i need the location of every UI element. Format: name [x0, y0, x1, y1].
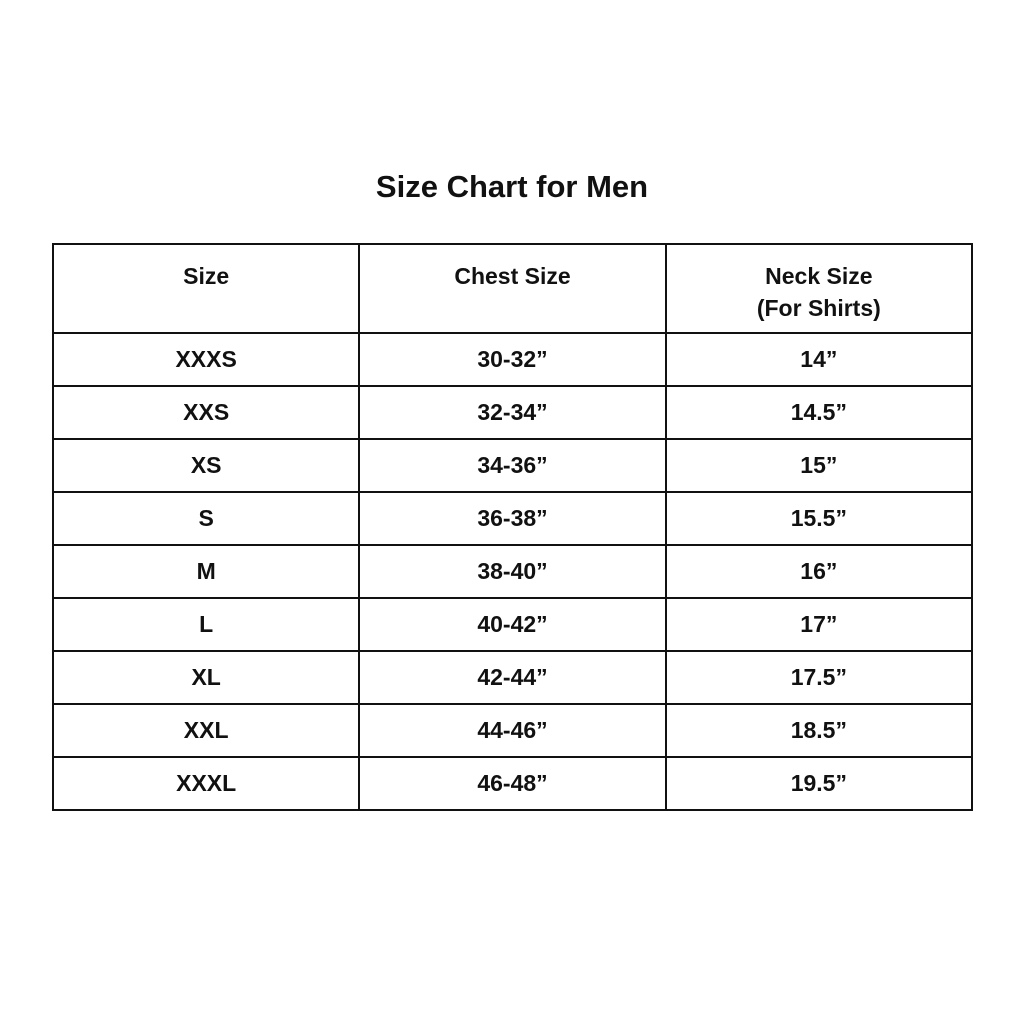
- table-row: XXL 44-46” 18.5”: [51, 703, 974, 758]
- neck-size-cell: 14.5”: [664, 385, 974, 440]
- table-row: L 40-42” 17”: [51, 597, 974, 652]
- header-label: Neck Size: [765, 263, 873, 289]
- chest-size-cell: 32-34”: [358, 385, 667, 440]
- header-row: Size Chest Size Neck Size (For Shirts): [51, 243, 974, 334]
- chest-size-cell: 38-40”: [358, 544, 667, 599]
- table-row: XXXS 30-32” 14”: [51, 332, 974, 387]
- table-row: XL 42-44” 17.5”: [51, 650, 974, 705]
- neck-size-cell: 17.5”: [664, 650, 974, 705]
- size-cell: M: [51, 544, 361, 599]
- chest-size-cell: 46-48”: [358, 756, 667, 811]
- chest-size-cell: 36-38”: [358, 491, 667, 546]
- size-cell: S: [51, 491, 361, 546]
- header-size: Size: [51, 243, 361, 334]
- size-cell: XXXS: [51, 332, 361, 387]
- size-cell: XXL: [51, 703, 361, 758]
- chest-size-cell: 30-32”: [358, 332, 667, 387]
- table-row: M 38-40” 16”: [51, 544, 974, 599]
- table-row: XXXL 46-48” 19.5”: [51, 756, 974, 811]
- header-sublabel: (For Shirts): [756, 295, 881, 321]
- size-chart-table: Size Chest Size Neck Size (For Shirts) XX…: [51, 243, 974, 811]
- header-neck-size: Neck Size (For Shirts): [664, 243, 974, 334]
- header-label: Size: [183, 263, 230, 289]
- chest-size-cell: 42-44”: [358, 650, 667, 705]
- size-cell: XXXL: [51, 756, 361, 811]
- chest-size-cell: 40-42”: [358, 597, 667, 652]
- table-row: XS 34-36” 15”: [51, 438, 974, 493]
- neck-size-cell: 18.5”: [664, 703, 974, 758]
- chest-size-cell: 44-46”: [358, 703, 667, 758]
- header-chest-size: Chest Size: [358, 243, 667, 334]
- page-title: Size Chart for Men: [375, 169, 649, 204]
- neck-size-cell: 15.5”: [664, 491, 974, 546]
- header-label: Chest Size: [454, 263, 571, 289]
- size-cell: XXS: [51, 385, 361, 440]
- size-cell: XS: [51, 438, 361, 493]
- neck-size-cell: 17”: [664, 597, 974, 652]
- neck-size-cell: 16”: [664, 544, 974, 599]
- table-row: S 36-38” 15.5”: [51, 491, 974, 546]
- chest-size-cell: 34-36”: [358, 438, 667, 493]
- neck-size-cell: 19.5”: [664, 756, 974, 811]
- neck-size-cell: 14”: [664, 332, 974, 387]
- size-cell: XL: [51, 650, 361, 705]
- table-row: XXS 32-34” 14.5”: [51, 385, 974, 440]
- size-cell: L: [51, 597, 361, 652]
- neck-size-cell: 15”: [664, 438, 974, 493]
